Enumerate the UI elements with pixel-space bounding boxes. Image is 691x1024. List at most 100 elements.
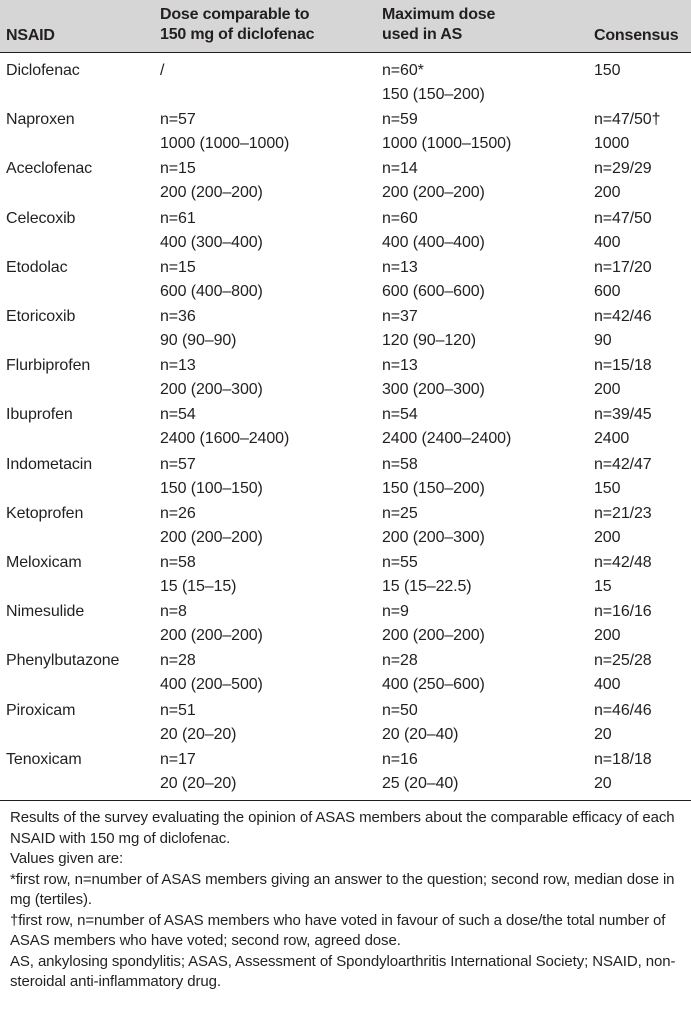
cell-consensus-line1: n=46/46: [594, 701, 652, 719]
cell-nsaid-line1: Ketoprofen: [6, 504, 84, 522]
cell-consensus: n=42/47 150: [594, 453, 652, 501]
cell-maximum-dose-line1: n=13: [382, 357, 418, 375]
cell-nsaid: Etodolac: [6, 256, 68, 280]
cell-nsaid-line1: Phenylbutazone: [6, 652, 120, 670]
cell-comparable-dose-line1: n=58: [160, 554, 196, 571]
cell-maximum-dose: n=37 120 (90–120): [382, 305, 476, 353]
footnote-asterisk: *first row, n=number of ASAS members giv…: [10, 870, 675, 909]
cell-maximum-dose-line1: n=14: [382, 160, 418, 178]
cell-nsaid: Aceclofenac: [6, 157, 92, 181]
cell-consensus-line1: n=21/23: [594, 504, 652, 522]
cell-comparable-dose: n=13 200 (200–300): [160, 354, 263, 402]
cell-nsaid-line1: Etodolac: [6, 258, 68, 276]
cell-nsaid-line1: Aceclofenac: [6, 160, 93, 178]
cell-consensus-line2: 400: [594, 676, 621, 694]
cell-nsaid: Ibuprofen: [6, 403, 73, 427]
cell-maximum-dose-line2: 600 (600–600): [382, 282, 485, 300]
cell-comparable-dose-line2: 150 (100–150): [160, 479, 263, 497]
header-comparable-dose-line2: 150 mg of diclofenac: [160, 26, 315, 43]
cell-consensus: n=17/20 600: [594, 256, 652, 304]
cell-maximum-dose: n=13 600 (600–600): [382, 256, 485, 304]
cell-consensus-line1: n=29/29: [594, 160, 652, 178]
cell-maximum-dose-line1: n=54: [382, 406, 418, 424]
cell-nsaid-line1: Diclofenac: [6, 62, 80, 79]
footnote-values-intro: Values given are:: [10, 850, 124, 867]
header-maximum-dose-line1: Maximum dose: [382, 6, 496, 23]
cell-comparable-dose-line2: 200 (200–200): [160, 627, 263, 645]
cell-consensus: n=39/45 2400: [594, 403, 652, 451]
cell-comparable-dose-line1: n=36: [160, 308, 196, 325]
cell-consensus-line1: 150: [594, 62, 621, 79]
cell-maximum-dose: n=14 200 (200–200): [382, 157, 485, 205]
cell-comparable-dose-line2: 1000 (1000–1000): [160, 135, 290, 153]
header-nsaid-label: NSAID: [6, 27, 55, 44]
cell-maximum-dose-line1: n=28: [382, 652, 418, 670]
cell-maximum-dose-line1: n=59: [382, 111, 418, 129]
cell-comparable-dose: n=15 200 (200–200): [160, 157, 263, 205]
cell-maximum-dose: n=60 400 (400–400): [382, 207, 485, 255]
cell-maximum-dose-line2: 200 (200–200): [382, 184, 485, 202]
cell-maximum-dose-line1: n=13: [382, 258, 418, 276]
cell-maximum-dose: n=25 200 (200–300): [382, 502, 485, 550]
cell-maximum-dose-line1: n=60: [382, 209, 418, 227]
cell-consensus: n=16/16 200: [594, 600, 652, 648]
cell-nsaid: Celecoxib: [6, 207, 75, 231]
cell-consensus-line2: 200: [594, 381, 621, 399]
cell-maximum-dose-line1: n=58: [382, 455, 418, 473]
cell-comparable-dose-line1: n=13: [160, 357, 196, 375]
cell-consensus: n=47/50† 1000: [594, 108, 660, 156]
cell-comparable-dose: n=15 600 (400–800): [160, 256, 263, 304]
cell-comparable-dose-line2: 15 (15–15): [160, 578, 237, 595]
cell-consensus-line1: n=15/18: [594, 357, 652, 375]
cell-comparable-dose-line1: n=54: [160, 406, 196, 424]
cell-nsaid-line1: Tenoxicam: [6, 750, 82, 768]
cell-comparable-dose-line1: n=26: [160, 504, 196, 522]
header-maximum-dose: Maximum dose used in AS: [382, 5, 495, 45]
cell-nsaid-line1: Piroxicam: [6, 701, 76, 719]
cell-nsaid-line1: Ibuprofen: [6, 406, 73, 424]
cell-maximum-dose: n=54 2400 (2400–2400): [382, 403, 511, 451]
cell-consensus: n=21/23 200: [594, 502, 652, 550]
cell-comparable-dose-line2: [160, 83, 164, 107]
cell-consensus-line1: n=42/46: [594, 308, 652, 325]
cell-nsaid-line1: Indometacin: [6, 455, 93, 473]
cell-nsaid-line1: Celecoxib: [6, 209, 76, 227]
cell-consensus-line1: n=42/47: [594, 455, 652, 473]
cell-consensus-line1: n=47/50†: [594, 111, 661, 129]
cell-nsaid-line1: Etoricoxib: [6, 308, 76, 325]
cell-consensus-line2: 20: [594, 725, 612, 743]
cell-maximum-dose-line2: 25 (20–40): [382, 774, 459, 792]
cell-consensus-line2: 200: [594, 528, 621, 546]
cell-consensus: n=18/18 20: [594, 748, 652, 796]
footnote-abbreviations: AS, ankylosing spondylitis; ASAS, Assess…: [10, 952, 676, 991]
cell-comparable-dose-line1: n=51: [160, 701, 196, 719]
cell-comparable-dose: n=26 200 (200–200): [160, 502, 263, 550]
cell-comparable-dose-line2: 200 (200–200): [160, 184, 263, 202]
cell-consensus-line2: 2400: [594, 430, 630, 448]
cell-nsaid-line1: Naproxen: [6, 111, 75, 129]
header-consensus: Consensus: [594, 26, 679, 46]
cell-comparable-dose-line2: 400 (200–500): [160, 676, 263, 694]
cell-maximum-dose: n=59 1000 (1000–1500): [382, 108, 511, 156]
table-header: NSAID Dose comparable to 150 mg of diclo…: [0, 0, 691, 52]
cell-comparable-dose: n=8 200 (200–200): [160, 600, 263, 648]
header-rule: [0, 52, 691, 53]
cell-consensus: n=46/46 20: [594, 699, 652, 747]
cell-comparable-dose-line2: 90 (90–90): [160, 332, 237, 349]
cell-maximum-dose-line2: 20 (20–40): [382, 725, 459, 743]
cell-maximum-dose-line2: 120 (90–120): [382, 332, 476, 349]
header-comparable-dose-line1: Dose comparable to: [160, 6, 310, 23]
cell-consensus-line1: n=18/18: [594, 750, 652, 768]
cell-nsaid: Flurbiprofen: [6, 354, 90, 378]
cell-maximum-dose-line1: n=55: [382, 554, 418, 571]
cell-nsaid: Tenoxicam: [6, 748, 82, 772]
cell-comparable-dose: n=58 15 (15–15): [160, 551, 237, 599]
cell-maximum-dose-line2: 300 (200–300): [382, 381, 485, 399]
cell-comparable-dose: /: [160, 59, 164, 107]
cell-consensus-line2: 15: [594, 578, 612, 595]
cell-maximum-dose: n=50 20 (20–40): [382, 699, 459, 747]
cell-maximum-dose: n=9 200 (200–200): [382, 600, 485, 648]
cell-consensus-line2: [594, 83, 620, 107]
cell-consensus: n=42/48 15: [594, 551, 652, 599]
cell-comparable-dose-line1: n=61: [160, 209, 196, 227]
